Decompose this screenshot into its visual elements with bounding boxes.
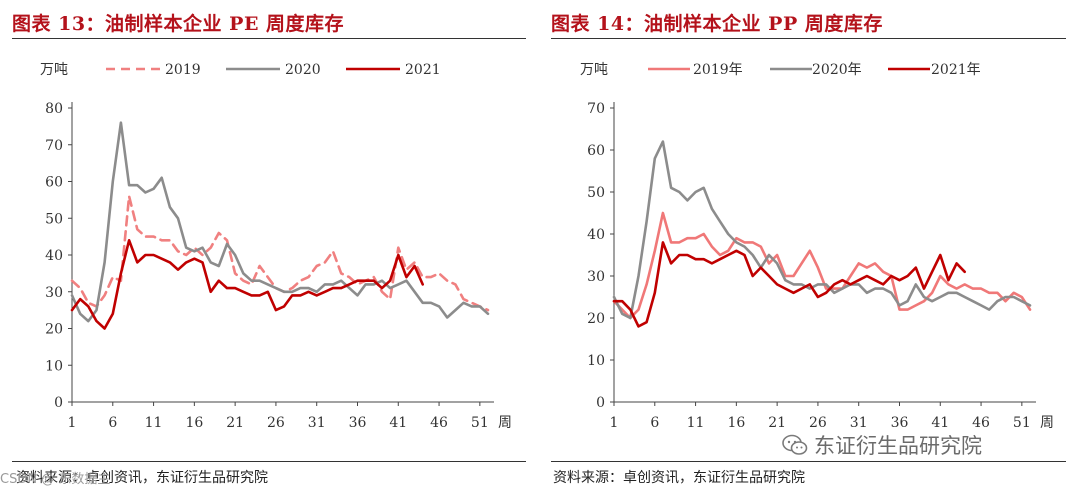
y-tick-label: 10 xyxy=(45,358,63,374)
source-note: 资料来源：卓创资讯，东证衍生品研究院 xyxy=(553,470,805,486)
legend-label-2020年: 2020年 xyxy=(812,62,862,78)
y-tick-label: 20 xyxy=(587,311,605,327)
chart-title: 图表 13：油制样本企业 PE 周度库存 xyxy=(12,13,345,35)
x-axis-unit-label: 周 xyxy=(498,415,512,431)
y-tick-label: 0 xyxy=(596,395,605,411)
y-tick-label: 40 xyxy=(45,248,63,264)
x-tick-label: 36 xyxy=(349,415,367,431)
y-tick-label: 80 xyxy=(45,101,63,117)
y-axis-unit-label: 万吨 xyxy=(40,62,68,78)
series-line-2019年 xyxy=(612,211,1032,320)
x-tick-label: 46 xyxy=(972,415,990,431)
x-tick-label: 51 xyxy=(1013,415,1031,431)
y-tick-label: 30 xyxy=(587,269,605,285)
y-tick-label: 50 xyxy=(587,185,605,201)
watermark: 东证衍生品研究院 xyxy=(782,430,982,460)
x-tick-label: 21 xyxy=(768,415,786,431)
x-tick-label: 6 xyxy=(108,415,117,431)
x-tick-label: 11 xyxy=(687,415,705,431)
source-divider xyxy=(12,461,526,462)
x-tick-label: 21 xyxy=(226,415,244,431)
x-tick-label: 26 xyxy=(809,415,827,431)
series-line-2020年 xyxy=(612,140,1032,320)
chart-panel-pp: 图表 14：油制样本企业 PP 周度库存 0 10 20 30 40 50 60 70 1 6 11… xyxy=(540,0,1080,497)
title-divider xyxy=(12,38,526,39)
y-tick-label: 30 xyxy=(45,285,63,301)
x-tick-label: 31 xyxy=(850,415,868,431)
series-line-2021 xyxy=(70,239,425,330)
legend-label-2021年: 2021年 xyxy=(931,62,981,78)
y-tick-label: 50 xyxy=(45,211,63,227)
x-tick-label: 11 xyxy=(145,415,163,431)
x-axis-unit-label: 周 xyxy=(1040,415,1054,431)
series-line-2021年 xyxy=(612,241,967,328)
y-tick-label: 60 xyxy=(587,143,605,159)
chart-title: 图表 14：油制样本企业 PP 周度库存 xyxy=(551,13,883,35)
corner-watermark: CSDN @ 东数据主 xyxy=(0,472,111,487)
title-divider xyxy=(551,38,1066,39)
y-tick-label: 70 xyxy=(587,101,605,117)
legend-label-2019年: 2019年 xyxy=(693,62,743,78)
x-tick-label: 41 xyxy=(389,415,407,431)
series-line-2020 xyxy=(70,121,490,323)
y-tick-label: 10 xyxy=(587,353,605,369)
legend-label-2021: 2021 xyxy=(405,62,441,78)
watermark-text: 东证衍生品研究院 xyxy=(814,434,982,458)
y-tick-label: 0 xyxy=(54,395,63,411)
x-tick-label: 16 xyxy=(727,415,745,431)
legend-label-2020: 2020 xyxy=(285,62,321,78)
x-tick-label: 16 xyxy=(185,415,203,431)
y-tick-label: 60 xyxy=(45,175,63,191)
chart-panel-pe: 图表 13：油制样本企业 PE 周度库存 0 10 20 30 40 50 60 70 80 1 6… xyxy=(12,13,526,486)
legend-label-2019: 2019 xyxy=(165,62,201,78)
x-tick-label: 31 xyxy=(308,415,326,431)
x-tick-label: 26 xyxy=(267,415,285,431)
x-tick-label: 41 xyxy=(931,415,949,431)
y-tick-label: 20 xyxy=(45,322,63,338)
y-tick-label: 40 xyxy=(587,227,605,243)
x-tick-label: 36 xyxy=(891,415,909,431)
x-tick-label: 51 xyxy=(471,415,489,431)
y-axis-unit-label: 万吨 xyxy=(580,62,608,78)
source-note: 资料来源：卓创资讯，东证衍生品研究院 xyxy=(16,470,268,486)
x-tick-label: 6 xyxy=(650,415,659,431)
x-tick-label: 46 xyxy=(430,415,448,431)
source-divider xyxy=(551,461,1066,462)
x-tick-label: 1 xyxy=(68,415,77,431)
wechat-icon xyxy=(782,434,808,455)
y-tick-label: 70 xyxy=(45,138,63,154)
x-tick-label: 1 xyxy=(610,415,619,431)
